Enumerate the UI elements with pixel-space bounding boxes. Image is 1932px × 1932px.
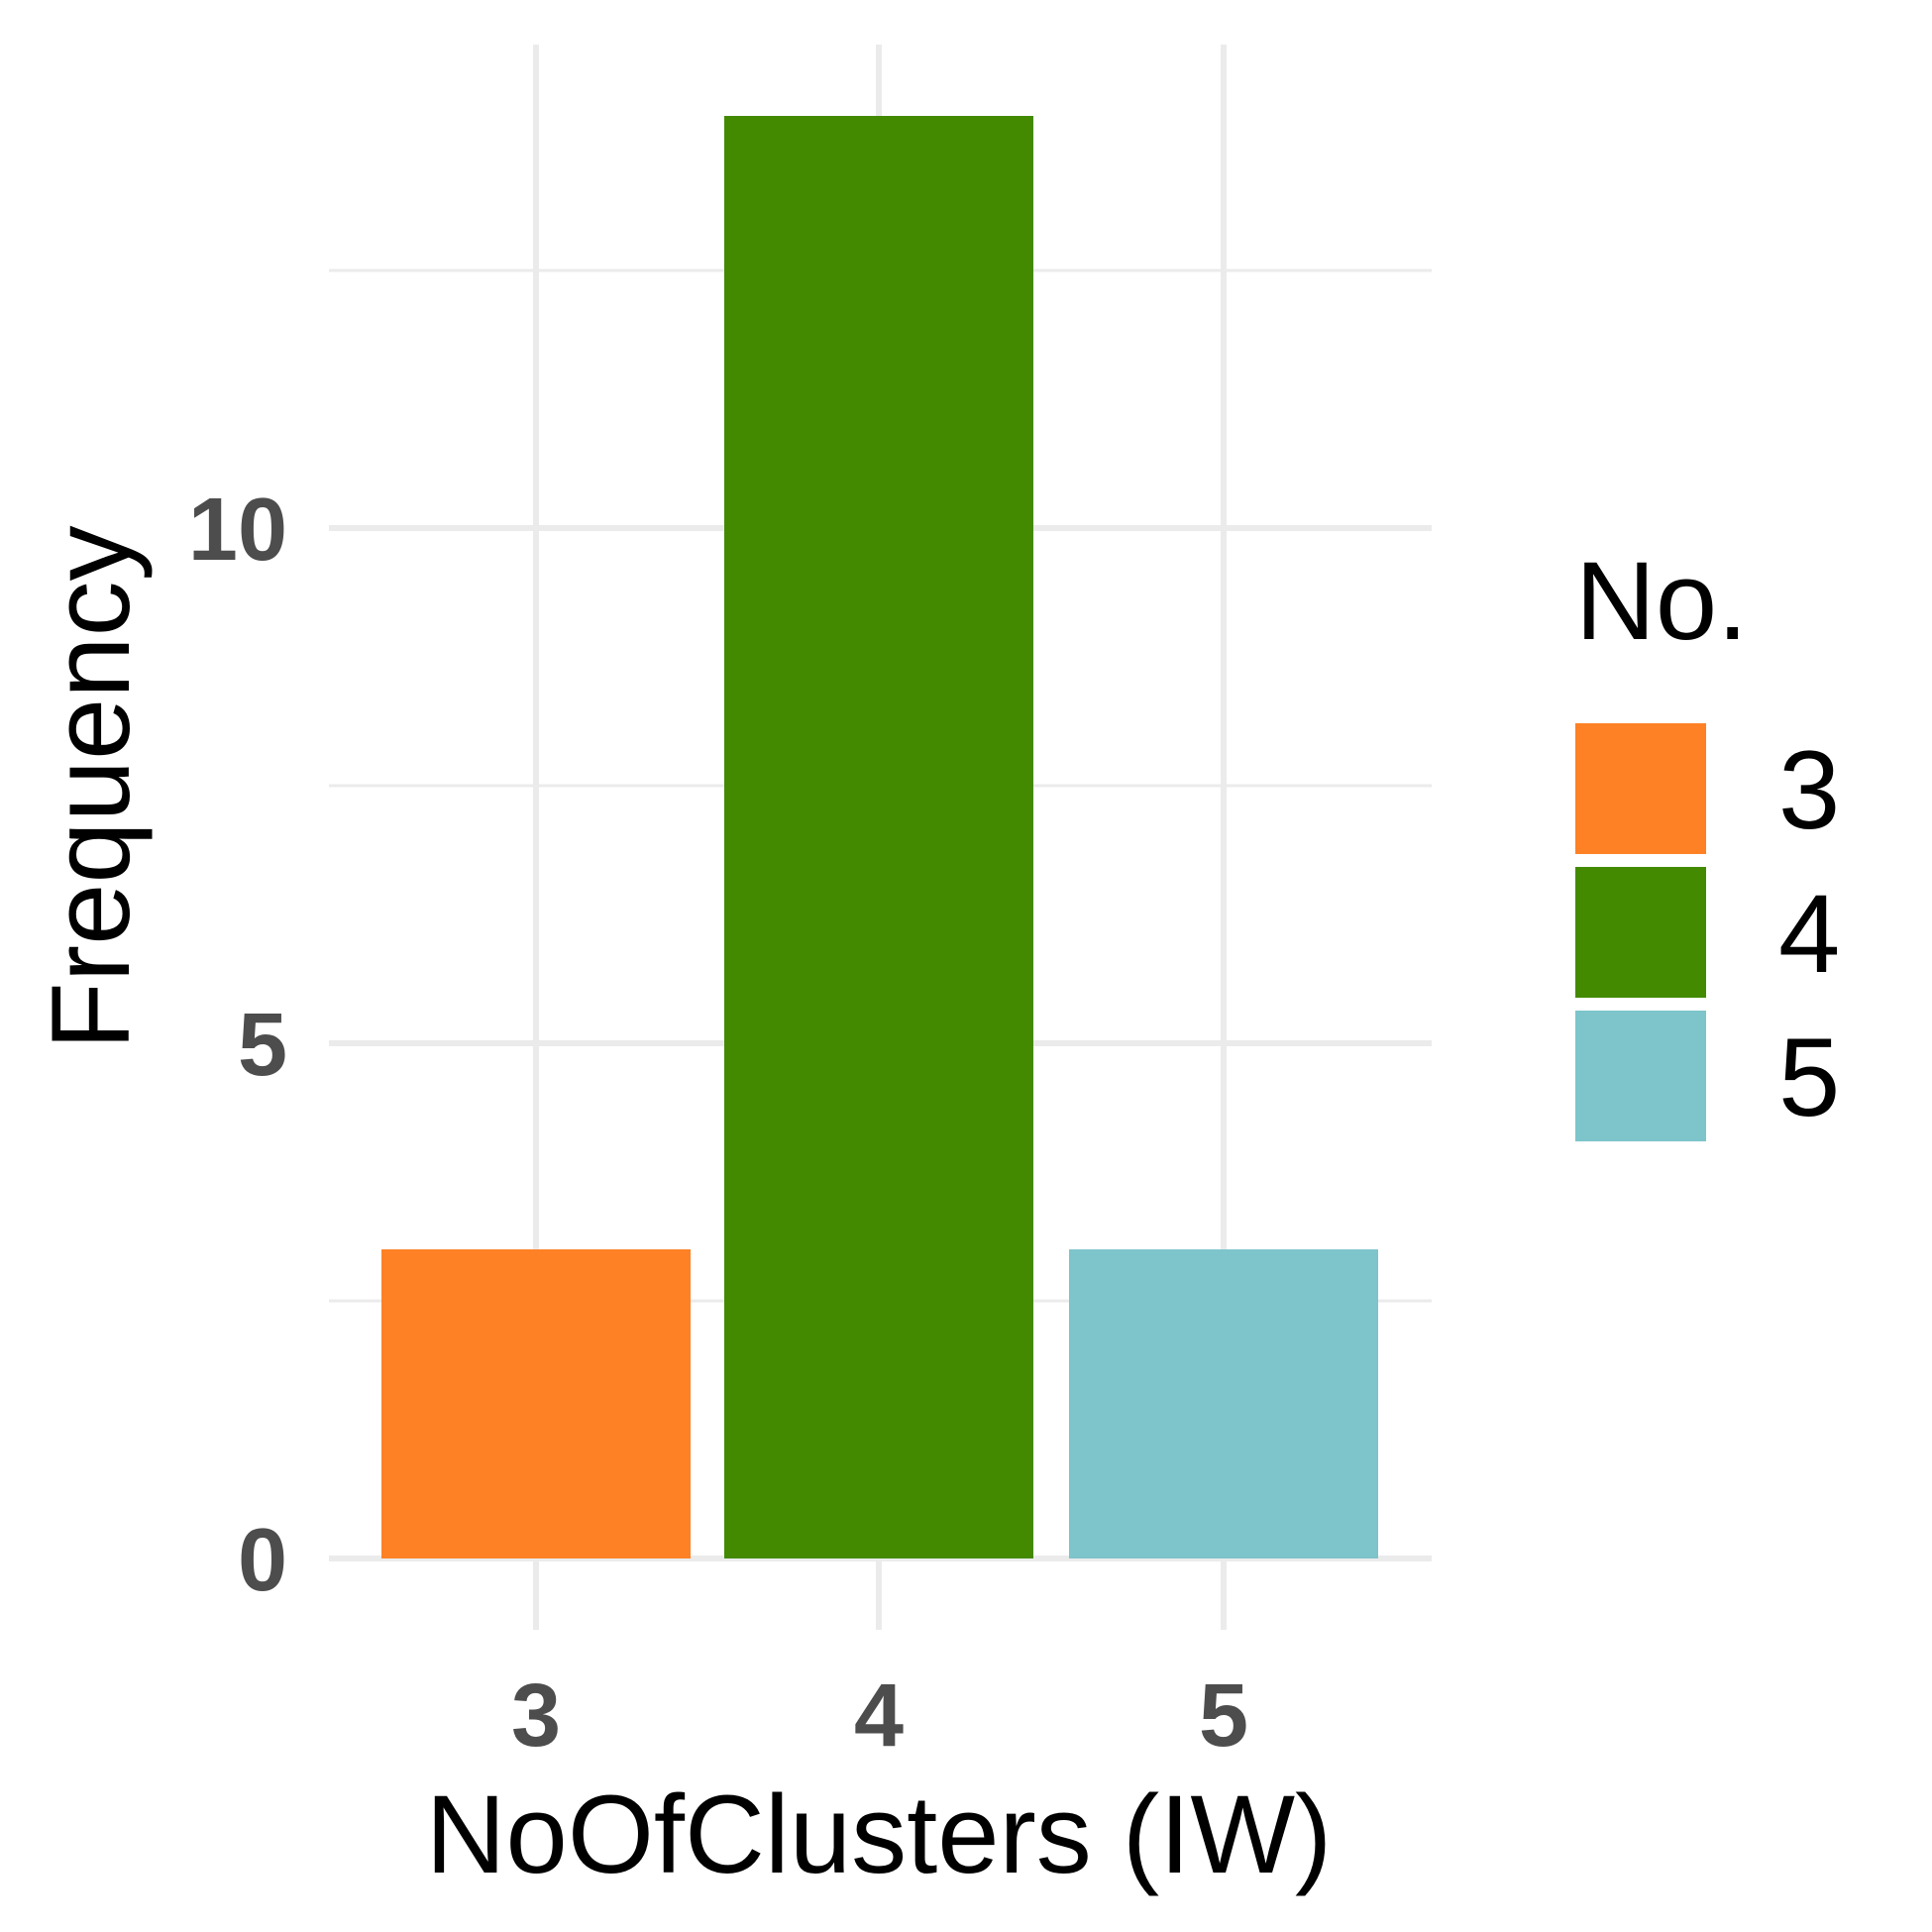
x-tick-label: 3 (511, 1666, 561, 1766)
x-tick-labels: 3 4 5 (511, 1666, 1248, 1766)
x-axis-title: NoOfClusters (IW) (426, 1772, 1333, 1896)
bar-5 (1069, 1249, 1378, 1558)
y-axis-title: Frequency (29, 525, 153, 1049)
y-tick-label: 5 (238, 996, 287, 1095)
bars (381, 116, 1378, 1558)
x-tick-label: 4 (854, 1666, 904, 1766)
legend-label: 3 (1778, 728, 1840, 852)
legend-key-4 (1575, 867, 1706, 998)
legend-key-5 (1575, 1011, 1706, 1141)
y-tick-labels: 0 5 10 (188, 481, 287, 1610)
legend-items: 3 4 5 (1575, 723, 1840, 1141)
legend-label: 4 (1778, 872, 1840, 996)
y-tick-label: 0 (238, 1511, 287, 1610)
y-tick-label: 10 (188, 481, 287, 580)
legend-key-3 (1575, 723, 1706, 854)
x-tick-label: 5 (1199, 1666, 1248, 1766)
legend: No. 3 4 5 (1575, 539, 1840, 1141)
legend-title: No. (1575, 539, 1748, 663)
bar-4 (724, 116, 1033, 1558)
bar-3 (381, 1249, 691, 1558)
legend-label: 5 (1778, 1016, 1840, 1139)
